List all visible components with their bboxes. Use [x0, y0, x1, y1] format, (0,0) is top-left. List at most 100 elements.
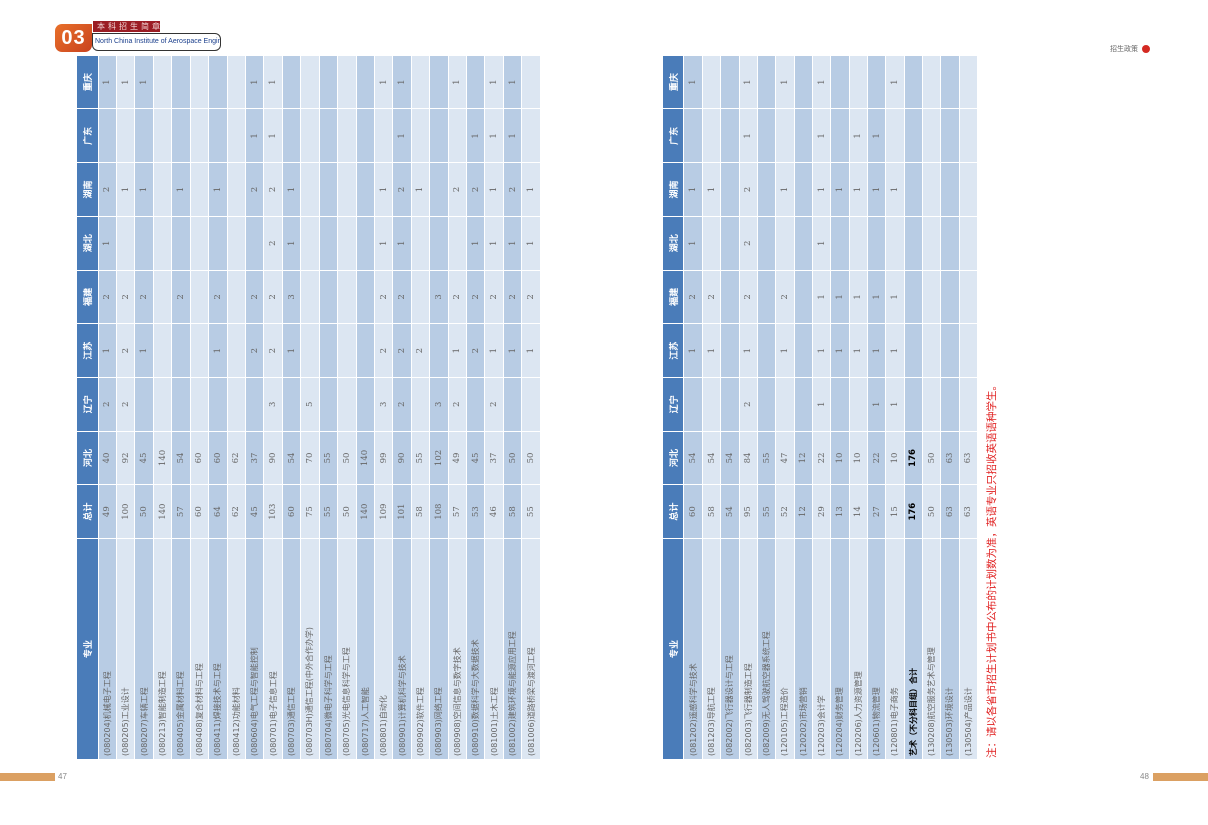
quota-cell [757, 270, 776, 324]
quota-cell [467, 377, 485, 431]
quota-cell: 1 [264, 109, 282, 163]
quota-cell [922, 55, 941, 109]
major-name-cell: (080408)复合材料与工程 [190, 539, 209, 759]
table-row: (130503)环境设计 63 63 [941, 55, 959, 759]
quota-cell: 1 [702, 324, 721, 377]
quota-cell: 2 [98, 377, 117, 431]
quota-cell [301, 109, 319, 163]
column-header: 江苏 [663, 324, 684, 377]
enrollment-table-right: 专业 总计 河北 辽宁 江苏 福建 湖北 湖南 广东 重庆 (081202)遥感科学与技术 60 54 1… [662, 54, 978, 760]
quota-cell [282, 109, 301, 163]
quota-cell [702, 377, 721, 431]
quota-cell: 63 [959, 431, 977, 485]
quota-cell: 1 [374, 163, 393, 216]
quota-cell [190, 55, 209, 109]
quota-cell [153, 216, 172, 270]
quota-cell: 1 [867, 270, 886, 324]
quota-cell: 1 [684, 163, 702, 216]
quota-cell: 90 [393, 431, 411, 485]
quota-cell: 140 [153, 485, 172, 538]
quota-cell: 2 [98, 270, 117, 324]
quota-cell: 2 [448, 163, 467, 216]
quota-cell [282, 55, 301, 109]
table-row: (120202)市场营销 12 12 [794, 55, 812, 759]
quota-cell: 2 [503, 270, 522, 324]
quota-cell [794, 163, 812, 216]
quota-cell: 57 [172, 485, 190, 538]
table-row: (080405)金属材料工程 57 54 2 1 [172, 55, 190, 759]
red-dot-icon [1142, 45, 1150, 53]
quota-cell: 2 [374, 270, 393, 324]
quota-cell [245, 377, 264, 431]
quota-cell: 1 [812, 163, 831, 216]
quota-cell [338, 270, 356, 324]
major-name-cell: (082002)飞行器设计与工程 [721, 539, 739, 759]
quota-cell: 2 [135, 270, 153, 324]
quota-cell [959, 324, 977, 377]
quota-cell: 12 [794, 431, 812, 485]
table-row: (080204)机械电子工程 49 40 2 1 2 1 2 1 [98, 55, 117, 759]
quota-cell [831, 109, 849, 163]
quota-cell: 140 [356, 485, 374, 538]
quota-cell [190, 270, 209, 324]
quota-cell [227, 324, 245, 377]
quota-cell: 1 [485, 216, 503, 270]
quota-cell: 2 [467, 163, 485, 216]
quota-cell: 2 [702, 270, 721, 324]
quota-cell [227, 216, 245, 270]
quota-cell: 2 [374, 324, 393, 377]
quota-cell [319, 216, 338, 270]
quota-cell [904, 377, 922, 431]
quota-cell [98, 109, 117, 163]
quota-cell [503, 377, 522, 431]
quota-cell: 3 [264, 377, 282, 431]
column-header: 总计 [77, 485, 98, 538]
quota-cell: 1 [886, 377, 904, 431]
quota-cell [904, 55, 922, 109]
table-row: (080705)光电信息科学与工程 50 50 [338, 55, 356, 759]
quota-cell: 1 [135, 163, 153, 216]
quota-cell [430, 216, 448, 270]
column-header: 重庆 [663, 55, 684, 109]
quota-cell [153, 270, 172, 324]
quota-cell [430, 55, 448, 109]
quota-cell: 1 [467, 109, 485, 163]
table-row: (080908)空间信息与数字技术 57 49 2 1 2 2 1 [448, 55, 467, 759]
major-name-cell: (081006)道路桥梁与渡河工程 [522, 539, 540, 759]
quota-cell [153, 324, 172, 377]
quota-cell: 1 [831, 324, 849, 377]
quota-cell [757, 109, 776, 163]
quota-cell: 1 [503, 216, 522, 270]
quota-cell: 1 [393, 109, 411, 163]
quota-cell [757, 216, 776, 270]
quota-cell: 1 [98, 324, 117, 377]
column-header: 重庆 [77, 55, 98, 109]
column-header: 河北 [663, 431, 684, 485]
quota-cell: 1 [812, 55, 831, 109]
quota-cell: 1 [776, 324, 794, 377]
quota-cell [190, 109, 209, 163]
quota-cell: 58 [411, 485, 430, 538]
quota-cell [522, 109, 540, 163]
quota-cell: 1 [503, 109, 522, 163]
enrollment-table-left: 专业 总计 河北 辽宁 江苏 福建 湖北 湖南 广东 重庆 (080204)机械电子工程 49 40 2 1… [76, 54, 541, 760]
quota-cell [794, 270, 812, 324]
quota-cell [702, 216, 721, 270]
quota-cell: 2 [522, 270, 540, 324]
table-row: (081002)建筑环境与能源应用工程 58 50 1 2 1 2 1 1 [503, 55, 522, 759]
column-header: 辽宁 [663, 377, 684, 431]
quota-cell: 45 [135, 431, 153, 485]
quota-cell [245, 216, 264, 270]
quota-cell: 1 [739, 109, 757, 163]
major-name-cell: (081203)导航工程 [702, 539, 721, 759]
quota-cell: 63 [959, 485, 977, 538]
quota-cell [904, 163, 922, 216]
quota-cell: 1 [849, 109, 867, 163]
quota-cell: 1 [374, 216, 393, 270]
quota-cell [319, 324, 338, 377]
quota-cell: 1 [282, 163, 301, 216]
quota-cell: 1 [522, 163, 540, 216]
column-header: 河北 [77, 431, 98, 485]
quota-cell: 1 [867, 109, 886, 163]
quota-cell: 1 [393, 216, 411, 270]
